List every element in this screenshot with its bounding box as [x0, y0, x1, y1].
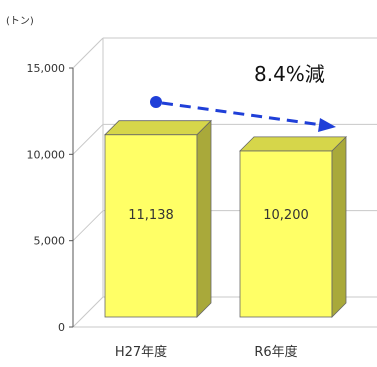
change-annotation: 8.4%減	[254, 62, 325, 86]
axis-layer: 0 5,000 10,000 15,000 (トン)	[6, 16, 74, 334]
arrow-start-dot	[150, 96, 162, 108]
bar-front	[239, 150, 333, 318]
gridline-diagonal	[72, 210, 104, 242]
bar-top	[104, 120, 212, 136]
gridline-diagonal	[72, 37, 104, 69]
bar-front	[104, 134, 198, 318]
bars-layer	[104, 119, 347, 318]
y-unit-label: (トン)	[6, 16, 34, 27]
x-category-label: H27年度	[115, 344, 167, 360]
bar-value-label: 11,138	[128, 208, 174, 223]
gridline-diagonal	[72, 123, 104, 155]
labels-layer: 11,138 H27年度 10,200 R6年度	[115, 208, 309, 360]
trend-arrow-head	[318, 118, 336, 132]
bar-value-label: 10,200	[263, 208, 309, 223]
trend-arrow-line	[161, 101, 323, 127]
bar-side	[196, 119, 212, 318]
floor-left-edge	[72, 296, 104, 328]
y-tick-label: 5,000	[34, 235, 66, 248]
bar-side	[331, 135, 347, 318]
x-category-label: R6年度	[254, 344, 297, 360]
annotation-layer: 8.4%減	[150, 62, 336, 132]
y-tick-label: 10,000	[27, 148, 66, 161]
bar-top	[239, 136, 347, 152]
y-tick-label: 0	[58, 321, 65, 334]
y-tick-label: 15,000	[27, 62, 66, 75]
